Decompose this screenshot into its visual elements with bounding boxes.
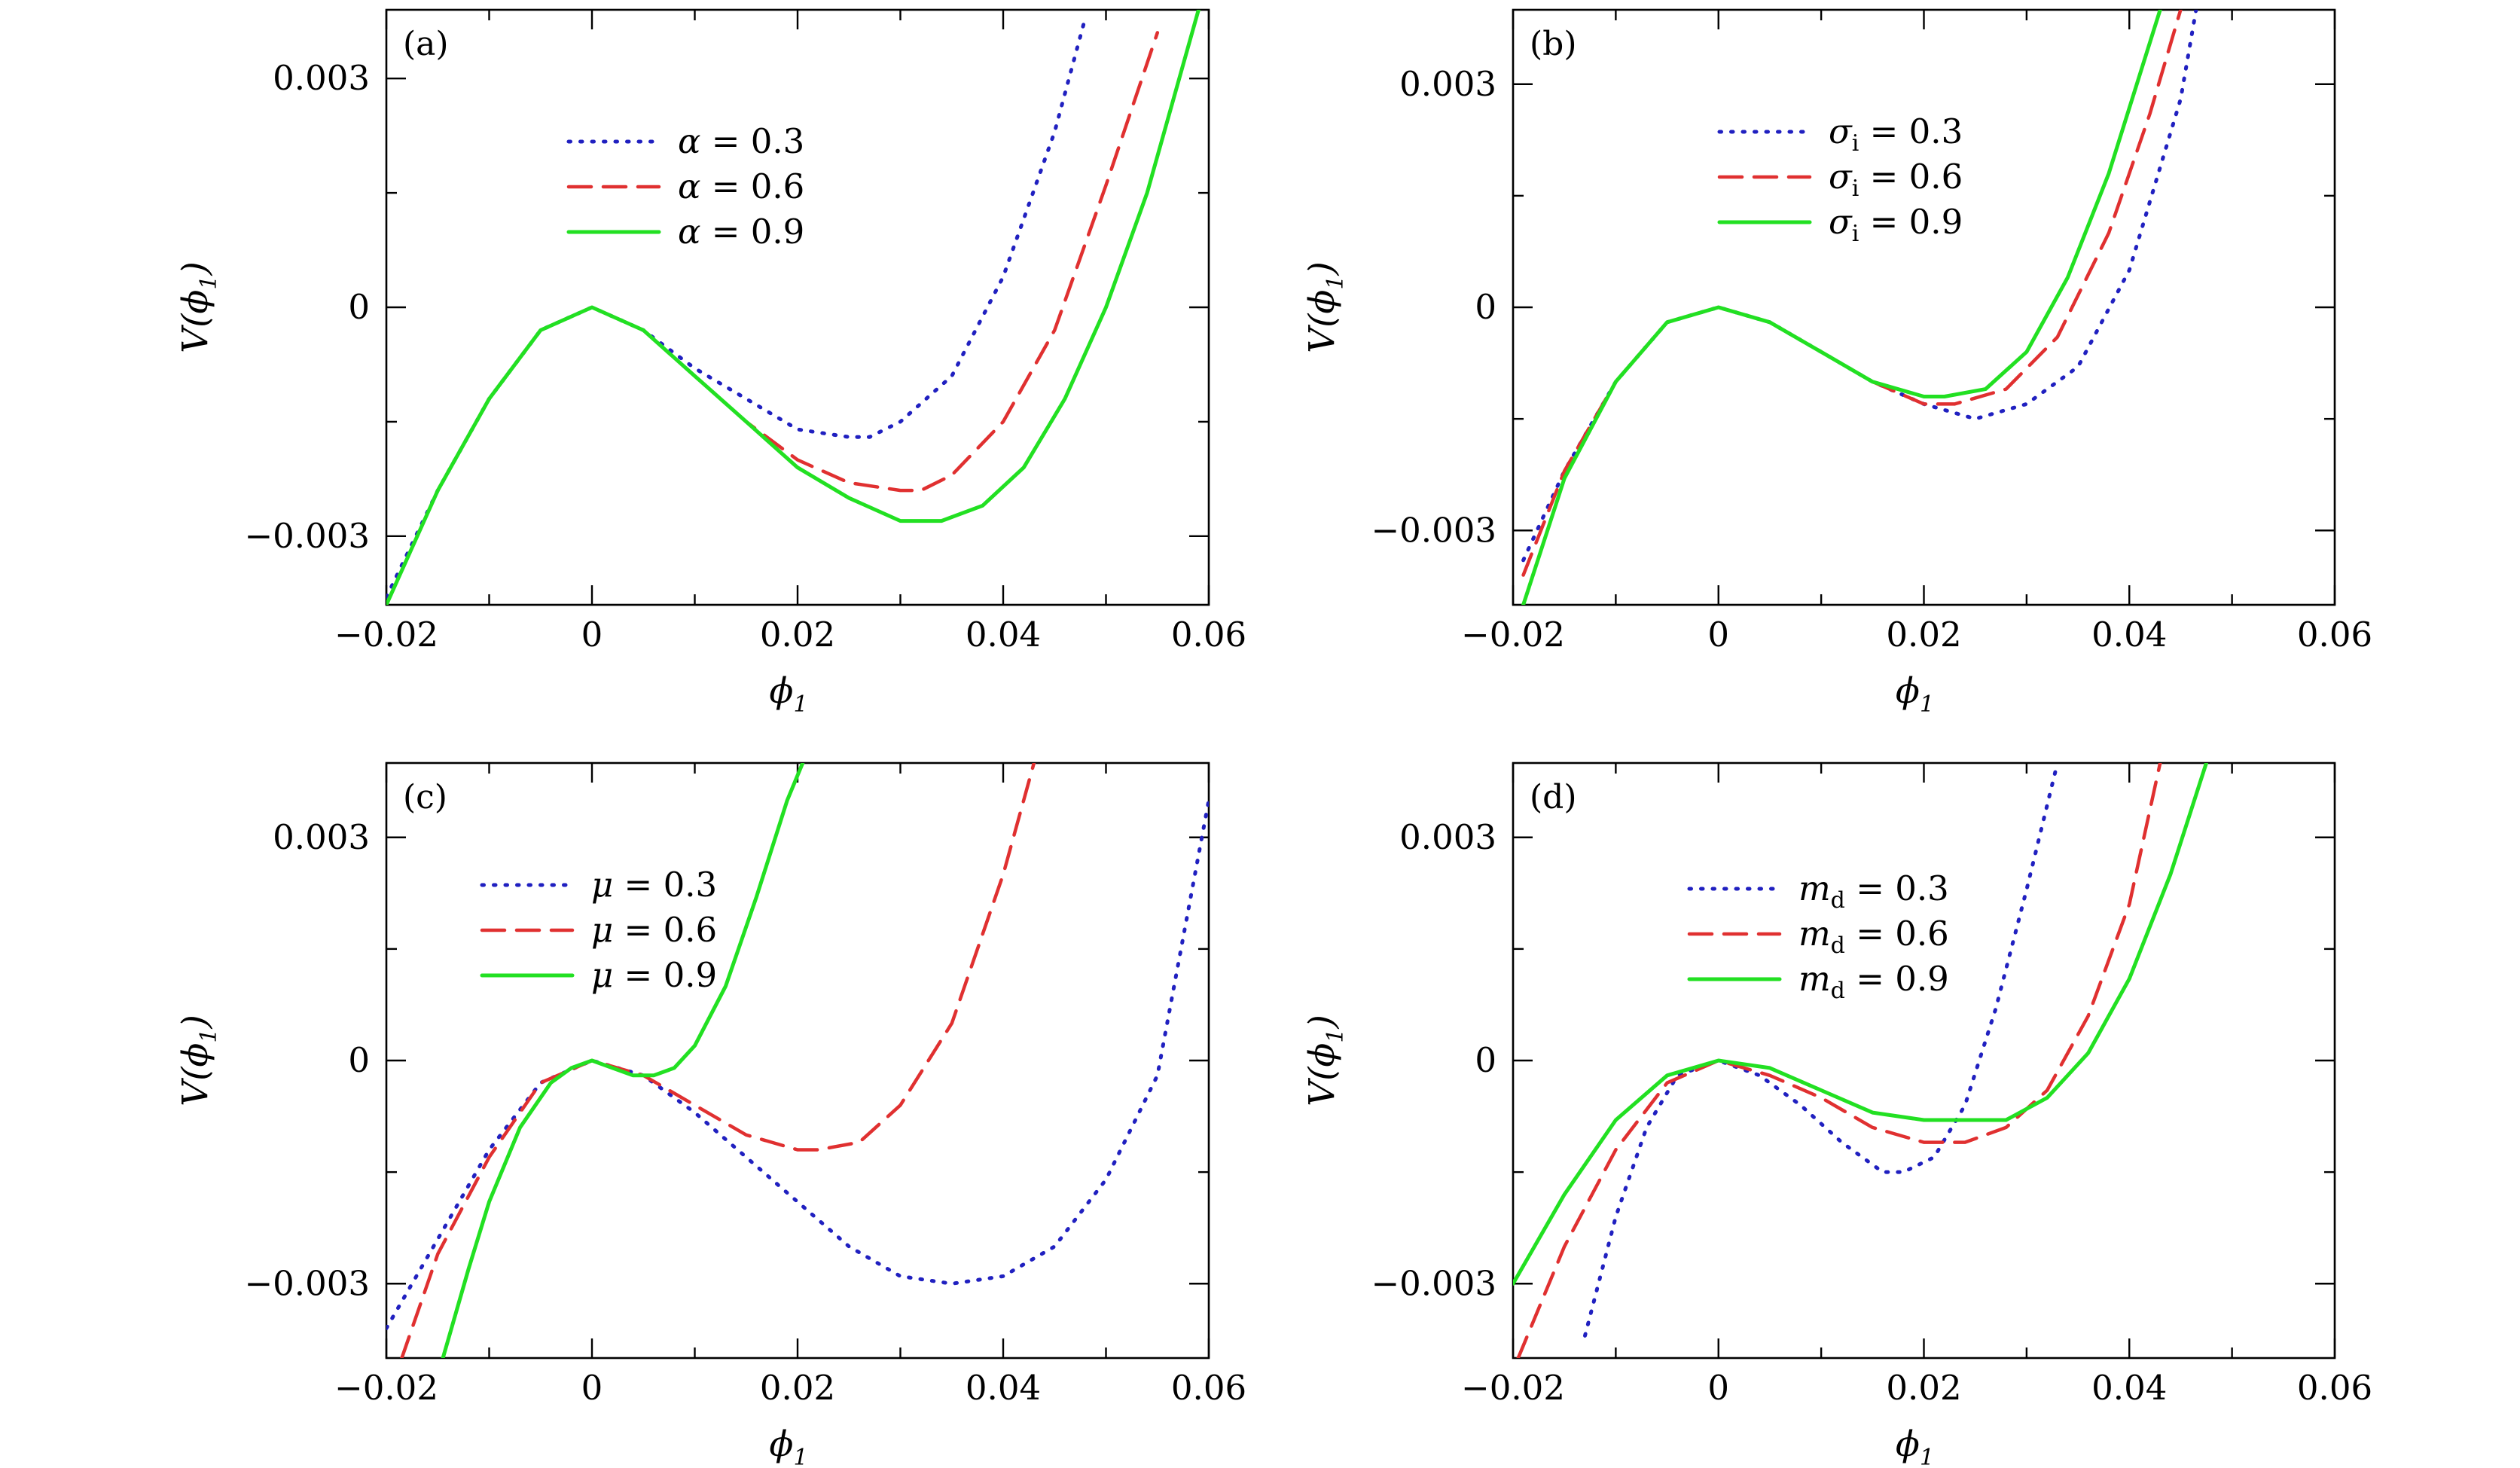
y-tick-label: 0 (1475, 1040, 1496, 1080)
plot-frame (1512, 761, 2336, 1360)
plot-frame (385, 761, 1210, 1360)
legend-label: md = 0.6 (1798, 914, 1949, 959)
x-tick-label: 0.02 (760, 1368, 835, 1408)
panel-label: (a) (403, 25, 449, 63)
y-tick-label: −0.003 (1371, 510, 1496, 550)
panel-b: −0.02 0 0.02 0.04 0.06 −0.003 0 0.003 ϕ1 V(ϕ1) (b)… (1301, 8, 2372, 718)
series-line-dotted (386, 798, 1209, 1330)
panel-label: (c) (403, 778, 447, 816)
x-tick-label: −0.02 (1461, 615, 1565, 655)
series-line-dashed (386, 31, 1160, 605)
y-tick-label: −0.003 (244, 1263, 370, 1303)
legend-label: μ = 0.9 (591, 955, 717, 995)
x-tick-label: 0.02 (760, 615, 835, 655)
y-tick-label: 0 (1475, 287, 1496, 327)
x-tick-label: −0.02 (334, 615, 438, 655)
series-line-solid (386, 10, 1201, 605)
y-tick-label: 0.003 (273, 58, 370, 98)
y-tick-label: 0 (348, 287, 370, 327)
x-tick-label: −0.02 (334, 1368, 438, 1408)
y-tick-label: −0.003 (244, 516, 370, 556)
legend-label: σi = 0.6 (1829, 157, 1963, 202)
legend: σi = 0.3σi = 0.6σi = 0.9 (1717, 111, 1963, 247)
legend: μ = 0.3 μ = 0.6 μ = 0.9 (480, 865, 717, 995)
series-line-solid (1521, 10, 2162, 605)
legend-label: μ = 0.6 (591, 910, 717, 950)
series-line-dotted (1583, 763, 2060, 1338)
y-tick-label: 0.003 (1399, 817, 1496, 857)
x-tick-label: 0.06 (2297, 1368, 2372, 1408)
x-tick-label: 0.04 (2091, 615, 2167, 655)
legend-label: σi = 0.9 (1829, 202, 1963, 247)
y-axis-label: V(ϕ1) (1301, 261, 1349, 353)
x-axis-label: ϕ1 (1896, 1424, 1934, 1468)
panel-label: (b) (1530, 25, 1577, 63)
y-axis-label: V(ϕ1) (175, 261, 222, 353)
y-axis-label: V(ϕ1) (175, 1015, 222, 1106)
x-tick-label: 0.02 (1886, 615, 1961, 655)
y-tick-label: 0.003 (273, 817, 370, 857)
x-tick-label: 0 (1707, 615, 1729, 655)
x-tick-label: 0.04 (966, 1368, 1041, 1408)
panel-label: (d) (1530, 778, 1577, 816)
x-tick-label: 0.04 (2091, 1368, 2167, 1408)
legend-label: α = 0.3 (678, 121, 804, 161)
series-line-dotted (1521, 10, 2198, 563)
y-tick-label: 0 (348, 1040, 370, 1080)
y-axis-label: V(ϕ1) (1301, 1015, 1349, 1106)
x-tick-label: 0.04 (966, 615, 1041, 655)
y-tick-label: 0.003 (1399, 64, 1496, 104)
panel-c: −0.02 0 0.02 0.04 0.06 −0.003 0 0.003 ϕ1 V(ϕ1) (c)… (175, 761, 1246, 1468)
x-axis-label: ϕ1 (1896, 670, 1934, 718)
legend-label: md = 0.9 (1798, 959, 1949, 1004)
legend-label: α = 0.6 (678, 166, 804, 206)
x-tick-label: 0 (1707, 1368, 1729, 1408)
x-tick-label: 0.02 (1886, 1368, 1961, 1408)
legend-label: α = 0.9 (678, 212, 804, 252)
legend: md = 0.3md = 0.6md = 0.9 (1687, 868, 1949, 1004)
panel-a: −0.02 0 0.02 0.04 0.06 −0.003 0 0.003 ϕ1 V(ϕ1) (a)… (175, 8, 1246, 718)
x-tick-label: 0.06 (1171, 615, 1246, 655)
x-axis-label: ϕ1 (769, 670, 807, 718)
plot-frame (385, 8, 1210, 606)
legend-label: md = 0.3 (1798, 868, 1949, 914)
x-tick-label: 0.06 (2297, 615, 2372, 655)
series-line-solid (1513, 763, 2208, 1286)
series-line-dashed (1516, 763, 2162, 1358)
x-axis-label: ϕ1 (769, 1424, 807, 1468)
panel-d: −0.02 0 0.02 0.04 0.06 −0.003 0 0.003 ϕ1 V(ϕ1) (d)… (1301, 761, 2372, 1468)
x-tick-label: 0.06 (1171, 1368, 1246, 1408)
x-tick-label: 0 (581, 615, 603, 655)
legend-label: μ = 0.3 (591, 865, 717, 905)
legend-label: σi = 0.3 (1829, 111, 1963, 157)
x-tick-label: 0 (581, 1368, 603, 1408)
series-line-dashed (400, 763, 1036, 1358)
y-tick-label: −0.003 (1371, 1263, 1496, 1303)
x-tick-label: −0.02 (1461, 1368, 1565, 1408)
series-line-dashed (1521, 10, 2183, 577)
plot-frame (1512, 8, 2336, 606)
series-line-solid (441, 763, 805, 1358)
series-line-dotted (386, 15, 1088, 600)
legend: α = 0.3 α = 0.6 α = 0.9 (566, 121, 804, 252)
